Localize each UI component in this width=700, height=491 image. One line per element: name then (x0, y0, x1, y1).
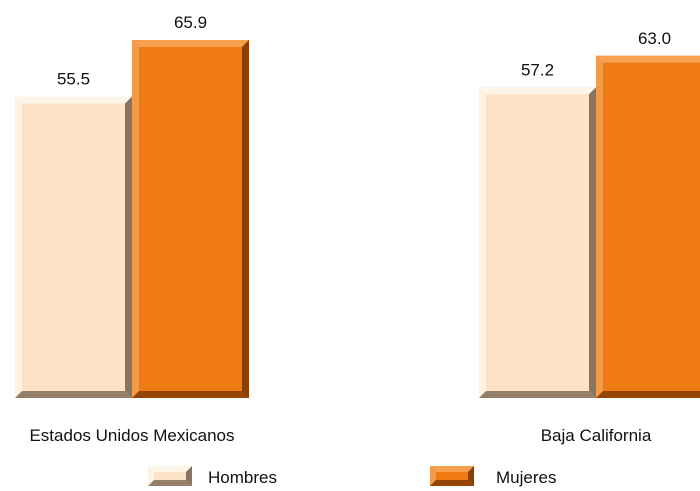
legend-label-mujeres: Mujeres (496, 468, 556, 487)
legend-item-hombres: Hombres (148, 466, 277, 487)
bars-layer (15, 40, 700, 399)
data-label-mujeres-estados-unidos-mexicanos: 65.9 (174, 13, 207, 32)
labels-layer: 55.5 65.9 Estados Unidos Mexicanos 57.2 63.0… (29, 13, 671, 445)
category-label-baja-california: Baja California (541, 426, 652, 445)
bar-hombres-estados-unidos-mexicanos (15, 96, 132, 398)
legend-label-hombres: Hombres (208, 468, 277, 487)
legend: Hombres Mujeres (148, 466, 556, 487)
bar-mujeres-estados-unidos-mexicanos (132, 40, 249, 398)
data-label-hombres-estados-unidos-mexicanos: 55.5 (57, 69, 90, 88)
bar-mujeres-baja-california (596, 55, 700, 398)
legend-swatch-hombres (148, 466, 192, 486)
bar-hombres-baja-california (479, 87, 596, 399)
data-label-hombres-baja-california: 57.2 (521, 60, 554, 79)
legend-swatch-mujeres (430, 466, 474, 486)
data-label-mujeres-baja-california: 63.0 (638, 29, 671, 48)
legend-item-mujeres: Mujeres (430, 466, 556, 487)
category-label-estados-unidos-mexicanos: Estados Unidos Mexicanos (29, 426, 234, 445)
